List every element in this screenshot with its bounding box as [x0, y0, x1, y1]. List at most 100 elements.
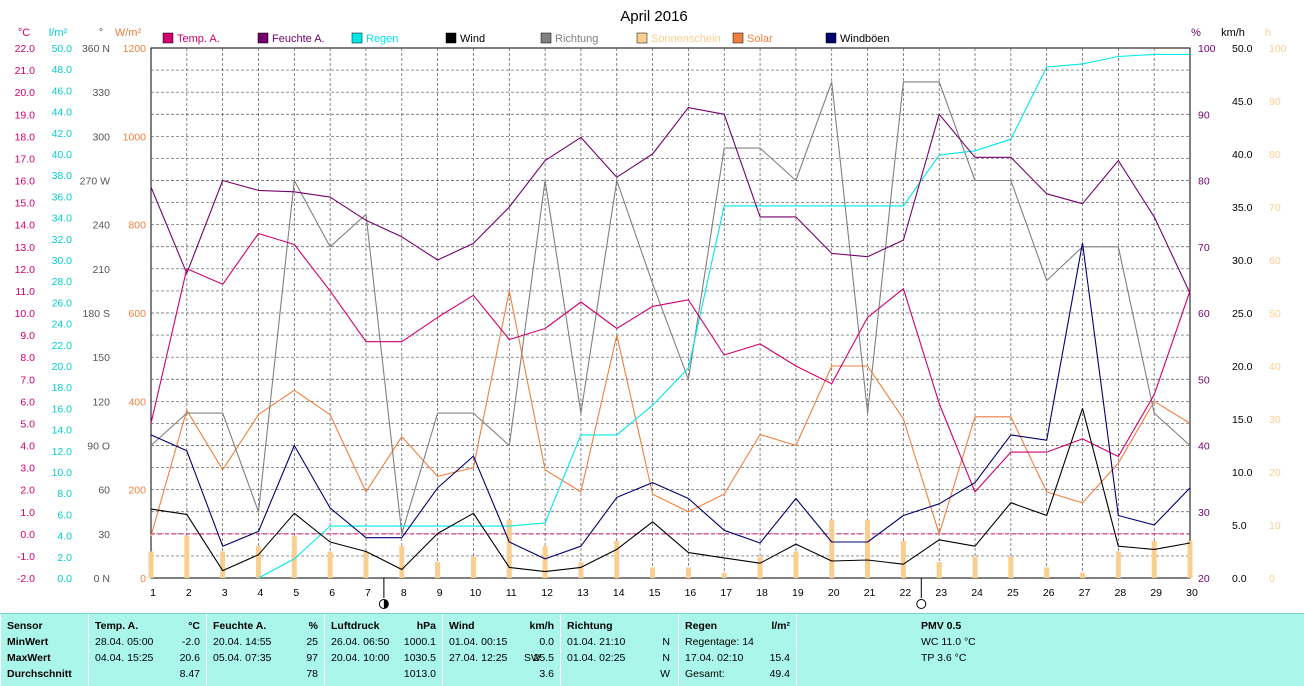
sunshine-bar [757, 556, 763, 578]
sunshine-bar [793, 551, 799, 578]
temp-tick-label: 16.0 [15, 176, 36, 188]
temp-tick-label: -1.0 [17, 551, 35, 563]
sunshine-bars [148, 519, 1193, 578]
x-tick-label: 29 [1150, 587, 1162, 599]
temp-tick-label: 18.0 [15, 131, 36, 143]
temp-tick-label: 22.0 [15, 43, 36, 55]
direction-tick-label: 60 [98, 485, 110, 497]
wind-tick-label: 0.0 [1232, 573, 1247, 585]
temp-tick-label: 19.0 [15, 109, 36, 121]
wind-tick-label: 20.0 [1232, 361, 1253, 373]
sunshine-bar [614, 540, 620, 578]
temp-tick-label: 4.0 [20, 441, 35, 453]
rain-tick-label: 4.0 [57, 531, 72, 543]
moon-phase-markers [378, 578, 927, 609]
wind-tick-label: 50.0 [1232, 43, 1253, 55]
sunshine-bar [936, 562, 942, 578]
sunshine-bar [506, 519, 512, 578]
header-temp-unit: °C [188, 620, 200, 632]
sunshine-bar [1151, 540, 1157, 578]
x-tick-label: 6 [329, 587, 335, 599]
pmv-wc: WC 11.0 °C [921, 636, 976, 648]
x-tick-label: 26 [1043, 587, 1055, 599]
rain-tick-label: 42.0 [52, 128, 73, 140]
wind-min: 0.0 [539, 636, 554, 648]
row-label-max: MaxWert [7, 652, 51, 664]
legend-item: Sonnenschein [636, 32, 721, 45]
hum-max-date: 05.04. 07:35 [213, 652, 272, 664]
sun-tick-label: 70 [1269, 202, 1281, 214]
press-min: 1000.1 [403, 636, 436, 648]
legend-label: Sonnenschein [651, 33, 721, 45]
legend-swatch [351, 32, 363, 44]
sunshine-bar [900, 540, 906, 578]
summary-col-pressure: Luftdruck hPa 26.04. 06:50 1000.1 20.04.… [324, 614, 442, 686]
sunshine-bar [399, 546, 405, 578]
solar-unit-label: W/m² [115, 27, 142, 39]
rain-total: 49.4 [769, 668, 790, 680]
chart-axes: -2.0-1.00.01.02.03.04.05.06.07.08.09.010… [15, 27, 1287, 599]
row-label-min: MinWert [7, 636, 49, 648]
temp-tick-label: 13.0 [15, 242, 36, 254]
wind-max-dir: SW [524, 652, 541, 664]
direction-tick-label: 120 [92, 396, 110, 408]
sunshine-bar [542, 546, 548, 578]
legend-item: Wind [445, 32, 485, 45]
legend-item: Windböen [825, 32, 890, 45]
rain-tick-label: 46.0 [52, 85, 73, 97]
legend-label: Temp. A. [177, 33, 220, 45]
solar-tick-label: 400 [128, 396, 146, 408]
legend-swatch [732, 32, 744, 44]
x-tick-label: 24 [971, 587, 983, 599]
humidity-tick-label: 40 [1198, 441, 1210, 453]
legend-swatch [540, 32, 552, 44]
legend-item: Temp. A. [162, 32, 220, 45]
temp-tick-label: 20.0 [15, 87, 36, 99]
hum-min: 25 [306, 636, 318, 648]
hum-min-date: 20.04. 14:55 [213, 636, 272, 648]
legend-label: Feuchte A. [272, 33, 325, 45]
header-pmv: PMV 0.5 [921, 620, 962, 632]
x-tick-label: 25 [1007, 587, 1019, 599]
summary-col-temp: Temp. A. °C 28.04. 05:00 -2.0 04.04. 15:… [88, 614, 206, 686]
x-tick-label: 13 [577, 587, 589, 599]
x-tick-label: 16 [685, 587, 697, 599]
rain-tick-label: 8.0 [57, 488, 72, 500]
wind-tick-label: 5.0 [1232, 520, 1247, 532]
series-line-windböen [150, 242, 1191, 560]
direction-tick-label: 210 [92, 264, 110, 276]
legend-swatch [825, 32, 837, 44]
press-avg: 1013.0 [403, 668, 436, 680]
wind-tick-label: 40.0 [1232, 149, 1253, 161]
rain-tick-label: 34.0 [52, 213, 73, 225]
legend-item: Feuchte A. [257, 32, 325, 45]
sunshine-bar [470, 556, 476, 578]
wind-avg: 3.6 [539, 668, 554, 680]
rain-tick-label: 16.0 [52, 403, 73, 415]
x-tick-label: 21 [864, 587, 876, 599]
header-pressure: Luftdruck [331, 620, 380, 632]
summary-col-sensor: Sensor MinWert MaxWert Durchschnitt [0, 614, 88, 686]
sunshine-bar [685, 567, 691, 578]
sunshine-bar [829, 519, 835, 578]
temp-min: -2.0 [181, 636, 200, 648]
direction-tick-label: 270 W [80, 176, 110, 188]
direction-tick-label: 150 [92, 352, 110, 364]
temp-avg: 8.47 [179, 668, 200, 680]
rain-days: Regentage: 14 [685, 636, 754, 648]
x-tick-label: 15 [649, 587, 661, 599]
solar-tick-label: 200 [128, 485, 146, 497]
sunshine-bar [435, 562, 441, 578]
x-tick-label: 19 [792, 587, 804, 599]
x-tick-label: 23 [935, 587, 947, 599]
chart-grid [150, 47, 1191, 579]
temp-tick-label: 17.0 [15, 153, 36, 165]
solar-tick-label: 600 [128, 308, 146, 320]
x-tick-label: 4 [258, 587, 264, 599]
sun-tick-label: 20 [1269, 467, 1281, 479]
sunshine-bar [327, 551, 333, 578]
temp-tick-label: 12.0 [15, 264, 36, 276]
rain-unit-label: l/m² [49, 27, 68, 39]
x-tick-label: 7 [365, 587, 371, 599]
x-tick-label: 11 [506, 587, 517, 599]
